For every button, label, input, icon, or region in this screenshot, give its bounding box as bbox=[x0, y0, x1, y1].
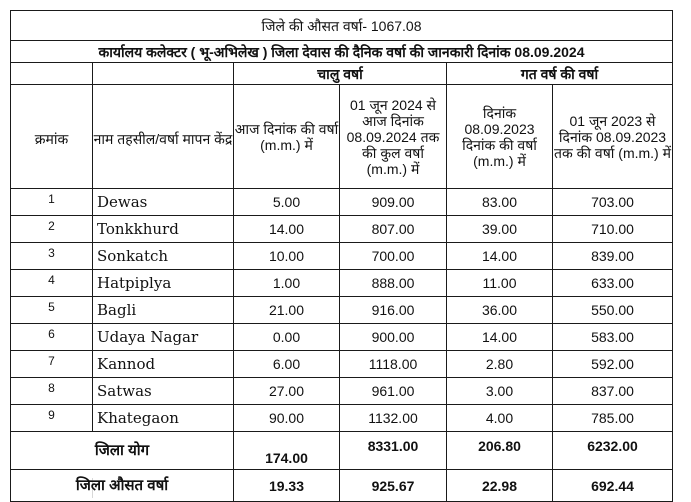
district-average-rainfall-row: जिला औसत वर्षा 19.33 925.67 22.98 692.44 bbox=[10, 469, 674, 502]
group-previous-year: गत वर्ष की वर्षा bbox=[445, 62, 674, 85]
column-header-row: क्रमांक नाम तहसील/वर्षा मापन केंद्र आज द… bbox=[10, 84, 674, 189]
cell-day-2023: 3.00 bbox=[446, 377, 553, 405]
cell-today: 27.00 bbox=[233, 377, 340, 405]
cell-name: Hatpiplya bbox=[92, 269, 234, 297]
average-today: 19.33 bbox=[233, 469, 340, 502]
average-day-2023: 22.98 bbox=[446, 469, 553, 502]
cell-season-2023: 592.00 bbox=[551, 350, 674, 378]
cell-season-2024: 909.00 bbox=[339, 188, 447, 216]
district-average-label: जिला औसत वर्षा bbox=[10, 469, 234, 502]
cell-season-2023: 703.00 bbox=[551, 188, 674, 216]
cell-season-2023: 710.00 bbox=[551, 215, 674, 243]
table-row: 1 Dewas 5.00 909.00 83.00 703.00 bbox=[10, 188, 674, 216]
cell-season-2023: 837.00 bbox=[551, 377, 674, 405]
report-title: कार्यालय कलेक्टर ( भू-अभिलेख ) जिला देवा… bbox=[9, 40, 674, 63]
cell-today: 14.00 bbox=[233, 215, 340, 243]
header-serial: क्रमांक bbox=[10, 84, 93, 189]
district-average-row: जिले की औसत वर्षा- 1067.08 bbox=[9, 10, 674, 41]
cell-day-2023: 11.00 bbox=[446, 269, 553, 297]
cell-today: 21.00 bbox=[233, 296, 340, 324]
cell-name: Dewas bbox=[92, 188, 234, 216]
total-season-2024: 8331.00 bbox=[339, 431, 447, 470]
cell-day-2023: 39.00 bbox=[446, 215, 553, 243]
cell-day-2023: 2.80 bbox=[446, 350, 553, 378]
cell-serial: 3 bbox=[10, 242, 93, 270]
cell-name: Satwas bbox=[92, 377, 234, 405]
average-season-2023: 692.44 bbox=[551, 469, 674, 502]
total-season-2023: 6232.00 bbox=[551, 431, 674, 470]
cell-serial: 6 bbox=[10, 323, 93, 351]
cell-name: Khategaon bbox=[92, 404, 234, 432]
cell-serial: 1 bbox=[10, 188, 93, 216]
cell-today: 5.00 bbox=[233, 188, 340, 216]
header-name: नाम तहसील/वर्षा मापन केंद्र bbox=[92, 84, 234, 189]
cell-today: 1.00 bbox=[233, 269, 340, 297]
cell-season-2023: 839.00 bbox=[551, 242, 674, 270]
cell-day-2023: 4.00 bbox=[446, 404, 553, 432]
cell-serial: 8 bbox=[10, 377, 93, 405]
empty-group-cell bbox=[92, 62, 234, 85]
cell-season-2024: 961.00 bbox=[339, 377, 447, 405]
cell-season-2023: 785.00 bbox=[551, 404, 674, 432]
table-row: 8 Satwas 27.00 961.00 3.00 837.00 bbox=[10, 377, 674, 405]
empty-group-cell bbox=[10, 62, 93, 85]
table-row: 6 Udaya Nagar 0.00 900.00 14.00 583.00 bbox=[10, 323, 674, 351]
cell-name: Udaya Nagar bbox=[92, 323, 234, 351]
cell-name: Kannod bbox=[92, 350, 234, 378]
header-season-2024: 01 जून 2024 से आज दिनांक 08.09.2024 तक क… bbox=[339, 84, 447, 189]
cell-day-2023: 14.00 bbox=[446, 323, 553, 351]
total-day-2023: 206.80 bbox=[446, 431, 553, 470]
cell-serial: 9 bbox=[10, 404, 93, 432]
cell-today: 90.00 bbox=[233, 404, 340, 432]
cell-serial: 4 bbox=[10, 269, 93, 297]
cell-name: Bagli bbox=[92, 296, 234, 324]
table-row: 7 Kannod 6.00 1118.00 2.80 592.00 bbox=[10, 350, 674, 378]
cell-today: 0.00 bbox=[233, 323, 340, 351]
cell-day-2023: 36.00 bbox=[446, 296, 553, 324]
cell-season-2023: 633.00 bbox=[551, 269, 674, 297]
table-row: 2 Tonkkhurd 14.00 807.00 39.00 710.00 bbox=[10, 215, 674, 243]
cell-season-2024: 1118.00 bbox=[339, 350, 447, 378]
column-group-row: चालु वर्षा गत वर्ष की वर्षा bbox=[10, 62, 674, 85]
cell-season-2024: 807.00 bbox=[339, 215, 447, 243]
table-row: 5 Bagli 21.00 916.00 36.00 550.00 bbox=[10, 296, 674, 324]
cell-season-2024: 900.00 bbox=[339, 323, 447, 351]
district-average-label: जिले की औसत वर्षा- 1067.08 bbox=[9, 10, 674, 41]
table-row: 9 Khategaon 90.00 1132.00 4.00 785.00 bbox=[10, 404, 674, 432]
cell-season-2024: 700.00 bbox=[339, 242, 447, 270]
district-total-label: जिला योग bbox=[10, 431, 234, 470]
table-row: 3 Sonkatch 10.00 700.00 14.00 839.00 bbox=[10, 242, 674, 270]
cell-season-2024: 888.00 bbox=[339, 269, 447, 297]
total-today: 174.00 bbox=[233, 431, 340, 470]
rainfall-report-table: जिले की औसत वर्षा- 1067.08 कार्यालय कलेक… bbox=[9, 10, 674, 502]
cell-today: 10.00 bbox=[233, 242, 340, 270]
average-season-2024: 925.67 bbox=[339, 469, 447, 502]
header-today: आज दिनांक की वर्षा (m.m.) में bbox=[233, 84, 340, 189]
district-total-row: जिला योग 174.00 8331.00 206.80 6232.00 bbox=[10, 431, 674, 470]
title-row: कार्यालय कलेक्टर ( भू-अभिलेख ) जिला देवा… bbox=[9, 40, 674, 63]
cell-day-2023: 14.00 bbox=[446, 242, 553, 270]
cell-today: 6.00 bbox=[233, 350, 340, 378]
header-day-2023: दिनांक 08.09.2023 दिनांक की वर्षा (m.m.)… bbox=[446, 84, 553, 189]
cell-season-2024: 1132.00 bbox=[339, 404, 447, 432]
cell-serial: 5 bbox=[10, 296, 93, 324]
header-season-2023: 01 जून 2023 से दिनांक 08.09.2023 तक की व… bbox=[551, 84, 674, 189]
group-current-year: चालु वर्षा bbox=[233, 62, 447, 85]
table-row: 4 Hatpiplya 1.00 888.00 11.00 633.00 bbox=[10, 269, 674, 297]
cell-serial: 2 bbox=[10, 215, 93, 243]
cell-name: Tonkkhurd bbox=[92, 215, 234, 243]
cell-day-2023: 83.00 bbox=[446, 188, 553, 216]
cell-name: Sonkatch bbox=[92, 242, 234, 270]
cell-season-2023: 550.00 bbox=[551, 296, 674, 324]
cell-serial: 7 bbox=[10, 350, 93, 378]
cell-season-2023: 583.00 bbox=[551, 323, 674, 351]
cell-season-2024: 916.00 bbox=[339, 296, 447, 324]
